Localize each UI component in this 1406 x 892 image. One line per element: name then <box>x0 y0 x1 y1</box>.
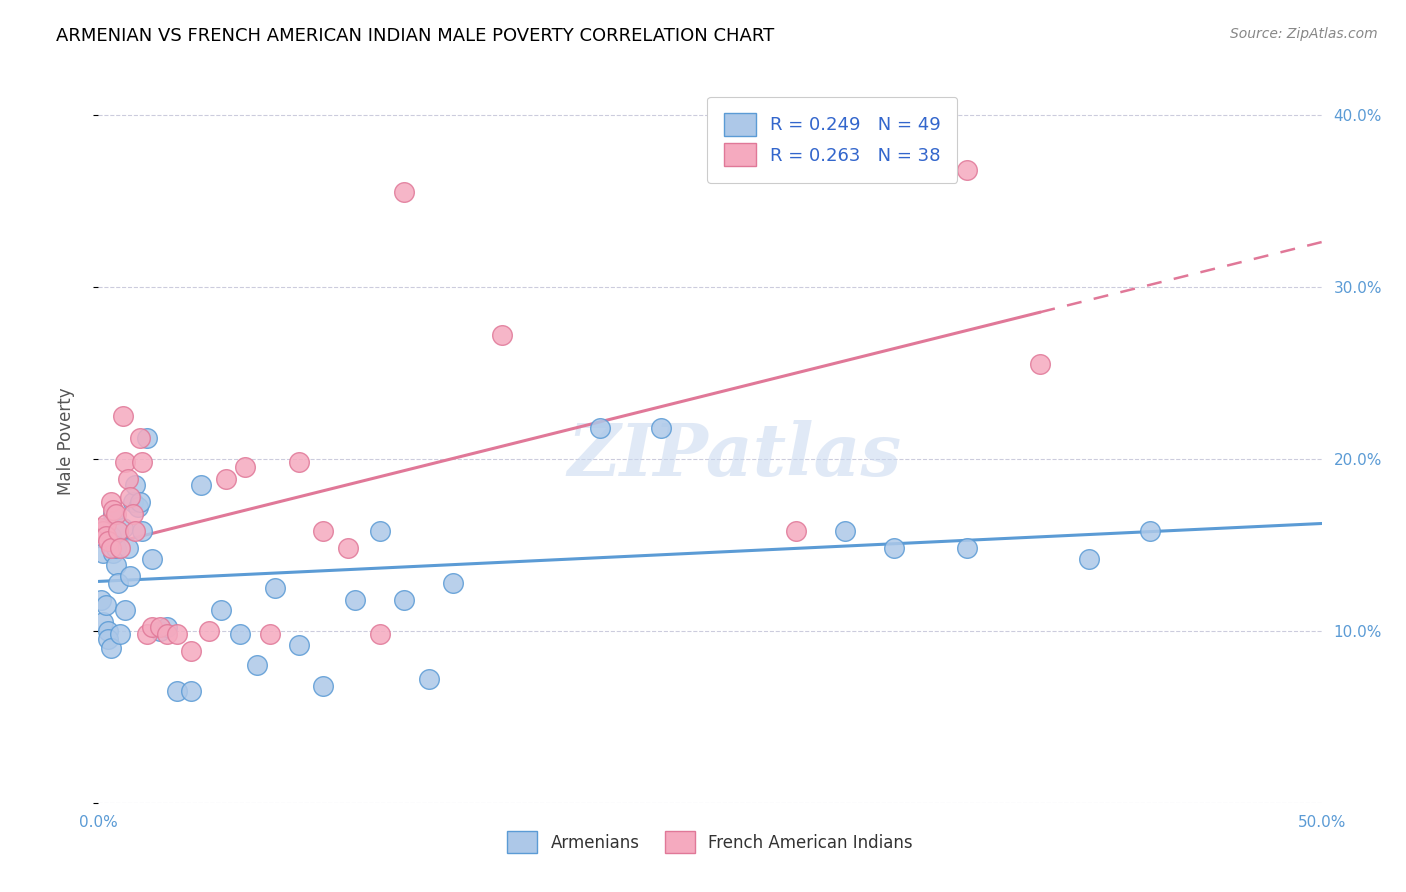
Point <box>90 592 112 607</box>
Point <box>100 640 122 655</box>
Point <box>263 581 285 595</box>
Point <box>101 546 124 560</box>
Point <box>90 520 112 534</box>
Point <box>214 472 236 486</box>
Point <box>233 460 256 475</box>
Point <box>97 534 120 549</box>
Point <box>104 541 127 556</box>
Text: Source: ZipAtlas.com: Source: ZipAtlas.com <box>1230 27 1378 41</box>
Point <box>197 624 219 638</box>
Point <box>136 627 159 641</box>
Point <box>209 603 232 617</box>
Point <box>491 327 513 342</box>
Point <box>368 524 391 538</box>
Point <box>94 529 117 543</box>
Point <box>190 477 212 491</box>
Point <box>156 627 179 641</box>
Point <box>129 494 152 508</box>
Point <box>149 624 172 638</box>
Point <box>883 541 905 556</box>
Point <box>441 575 464 590</box>
Point <box>166 684 188 698</box>
Point <box>834 524 856 538</box>
Point <box>956 541 979 556</box>
Point <box>129 431 152 445</box>
Point <box>91 546 114 560</box>
Point <box>100 541 122 556</box>
Point <box>149 620 172 634</box>
Legend: Armenians, French American Indians: Armenians, French American Indians <box>501 825 920 860</box>
Point <box>104 507 127 521</box>
Point <box>97 632 120 647</box>
Point <box>111 409 134 423</box>
Point <box>229 627 252 641</box>
Point <box>127 500 149 514</box>
Point <box>166 627 188 641</box>
Point <box>141 620 163 634</box>
Point <box>107 524 129 538</box>
Point <box>246 658 269 673</box>
Point <box>120 490 142 504</box>
Point <box>114 603 136 617</box>
Point <box>288 455 311 469</box>
Point <box>101 503 124 517</box>
Point <box>121 507 143 521</box>
Point <box>124 524 146 538</box>
Point <box>312 679 335 693</box>
Point <box>101 507 124 521</box>
Point <box>180 684 202 698</box>
Point <box>1078 551 1101 566</box>
Point <box>121 494 143 508</box>
Point <box>288 638 311 652</box>
Point <box>589 421 612 435</box>
Point <box>110 541 132 556</box>
Point <box>259 627 281 641</box>
Point <box>141 551 163 566</box>
Point <box>180 644 202 658</box>
Point <box>110 627 132 641</box>
Point <box>650 421 672 435</box>
Point <box>392 592 416 607</box>
Point <box>117 541 139 556</box>
Point <box>392 185 416 199</box>
Point <box>100 529 122 543</box>
Point <box>111 520 134 534</box>
Point <box>91 524 114 538</box>
Point <box>956 162 979 177</box>
Point <box>104 558 127 573</box>
Point <box>117 472 139 486</box>
Point <box>336 541 359 556</box>
Point <box>156 620 179 634</box>
Point <box>120 568 142 582</box>
Point <box>94 598 117 612</box>
Point <box>124 477 146 491</box>
Point <box>107 575 129 590</box>
Point <box>97 624 120 638</box>
Point <box>1139 524 1161 538</box>
Point <box>94 520 117 534</box>
Point <box>100 494 122 508</box>
Point <box>418 672 440 686</box>
Point <box>131 455 153 469</box>
Point <box>131 524 153 538</box>
Point <box>312 524 335 538</box>
Point <box>368 627 391 641</box>
Text: ZIPatlas: ZIPatlas <box>568 420 901 491</box>
Point <box>1029 357 1052 371</box>
Point <box>136 431 159 445</box>
Point <box>91 615 114 630</box>
Point <box>114 455 136 469</box>
Text: ARMENIAN VS FRENCH AMERICAN INDIAN MALE POVERTY CORRELATION CHART: ARMENIAN VS FRENCH AMERICAN INDIAN MALE … <box>56 27 775 45</box>
Point <box>785 524 807 538</box>
Point <box>344 592 367 607</box>
Point <box>94 517 117 532</box>
Y-axis label: Male Poverty: Male Poverty <box>56 388 75 495</box>
